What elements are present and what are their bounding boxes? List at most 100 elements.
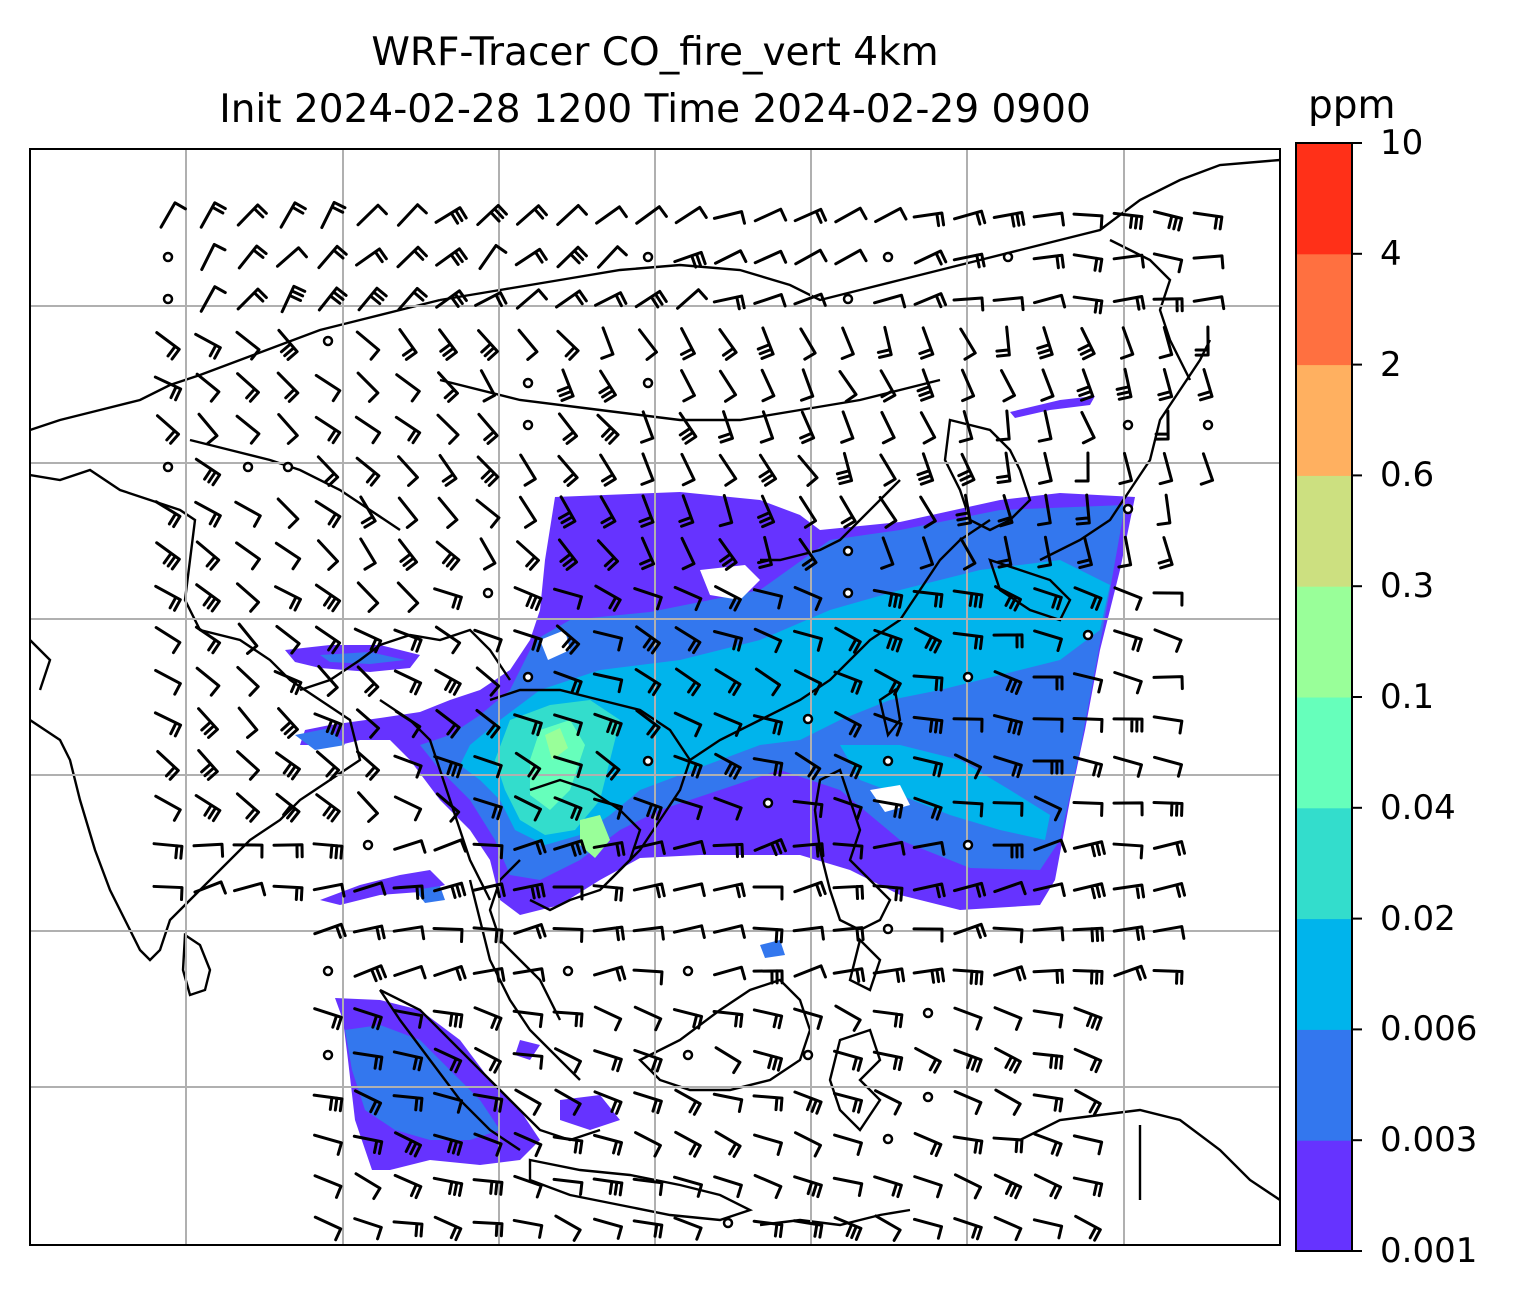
wind-barb xyxy=(1112,211,1144,231)
wind-barb xyxy=(753,1173,783,1200)
wind-barb xyxy=(793,1007,823,1030)
wind-barb xyxy=(832,884,865,901)
wind-barb xyxy=(952,631,984,651)
wind-barb xyxy=(712,294,746,311)
wind-barb xyxy=(592,841,626,857)
wind-barb xyxy=(992,801,1024,817)
wind-barb xyxy=(832,967,866,983)
wind-barb xyxy=(799,327,817,361)
wind-barb xyxy=(514,751,542,781)
wind-barb xyxy=(832,842,864,860)
calm-wind-circle xyxy=(1122,503,1134,515)
wind-barb xyxy=(718,494,734,528)
wind-barb xyxy=(674,1088,702,1116)
wind-barb xyxy=(313,1174,343,1199)
wind-barb xyxy=(476,455,500,487)
wind-barb xyxy=(634,289,668,309)
wind-barb xyxy=(392,1050,424,1072)
wind-barb xyxy=(513,629,543,653)
wind-barb xyxy=(872,799,904,819)
colorbar-tick-label: 10 xyxy=(1380,123,1424,163)
wind-barb xyxy=(913,249,948,266)
wind-barb xyxy=(1072,1176,1104,1198)
wind-barb xyxy=(1152,297,1184,313)
wind-barb xyxy=(316,539,340,571)
wind-barb xyxy=(632,968,664,986)
wind-barb xyxy=(872,884,904,902)
calm-wind-circle xyxy=(322,1049,334,1061)
wind-barb xyxy=(472,1178,504,1196)
calm-wind-circle xyxy=(682,1049,694,1061)
wind-barb xyxy=(354,1172,382,1201)
wind-barb xyxy=(1072,840,1106,858)
wind-barb xyxy=(633,796,663,821)
wind-barb xyxy=(472,926,504,944)
wind-barb xyxy=(792,925,825,941)
wind-barb xyxy=(714,585,742,612)
calm-wind-circle xyxy=(682,965,694,977)
colorbar xyxy=(1296,143,1352,1252)
wind-barb xyxy=(674,626,702,655)
wind-barb xyxy=(993,755,1023,779)
wind-barb xyxy=(392,925,426,941)
wind-barb xyxy=(1032,759,1064,775)
wind-barb xyxy=(673,1175,703,1198)
wind-barb xyxy=(712,924,746,939)
wind-barb xyxy=(435,709,461,739)
wind-barb xyxy=(873,293,907,309)
wind-barb xyxy=(1074,1214,1102,1242)
wind-barb xyxy=(993,965,1027,982)
wind-barb xyxy=(873,712,903,737)
wind-barb xyxy=(1032,675,1064,691)
wind-barb xyxy=(280,284,307,314)
wind-barb xyxy=(552,1177,584,1197)
colorbar-tick-label: 0.006 xyxy=(1380,1009,1478,1050)
wind-barb xyxy=(1152,675,1184,691)
wind-barb xyxy=(759,410,775,444)
wind-barb xyxy=(393,1173,423,1200)
wind-barb xyxy=(834,206,868,224)
wind-barb xyxy=(355,750,381,781)
wind-barb xyxy=(919,536,935,570)
wind-barb xyxy=(513,1131,543,1158)
wind-barb xyxy=(712,210,746,225)
wind-barb xyxy=(235,414,261,445)
wind-barb xyxy=(433,755,463,779)
wind-barb xyxy=(154,794,182,822)
wind-barb xyxy=(753,207,788,223)
wind-barb xyxy=(1153,628,1183,653)
colorbar-segment xyxy=(1296,143,1352,255)
wind-barb xyxy=(513,1174,543,1199)
calm-wind-circle xyxy=(802,1049,814,1061)
wind-barb xyxy=(316,455,340,487)
colorbar-segment xyxy=(1296,918,1352,1030)
calm-wind-circle xyxy=(322,965,334,977)
wind-barb xyxy=(513,586,543,611)
wind-barb xyxy=(392,884,425,900)
wind-barb xyxy=(880,536,895,570)
wind-barb xyxy=(154,500,182,529)
calm-wind-circle xyxy=(762,797,774,809)
wind-barb xyxy=(313,1133,343,1156)
wind-barb xyxy=(554,1047,582,1074)
wind-barb xyxy=(199,285,227,313)
wind-barb xyxy=(799,368,815,402)
wind-barb xyxy=(793,1175,823,1199)
wind-barb xyxy=(1156,493,1172,526)
wind-barb xyxy=(633,1091,663,1115)
wind-barb xyxy=(680,536,696,571)
wind-barb xyxy=(197,707,219,739)
calm-wind-circle xyxy=(802,713,814,725)
wind-barb xyxy=(553,587,583,610)
wind-barb xyxy=(993,1215,1023,1242)
wind-barb xyxy=(513,795,543,822)
wind-barb xyxy=(793,629,823,652)
wind-barb xyxy=(918,326,935,360)
wind-barb xyxy=(353,1089,383,1116)
wind-barb xyxy=(872,967,906,983)
wind-barb xyxy=(1152,252,1184,274)
wind-barb xyxy=(834,626,862,654)
wind-barb xyxy=(992,296,1025,312)
wind-barb xyxy=(833,796,863,821)
wind-barb xyxy=(434,206,468,225)
